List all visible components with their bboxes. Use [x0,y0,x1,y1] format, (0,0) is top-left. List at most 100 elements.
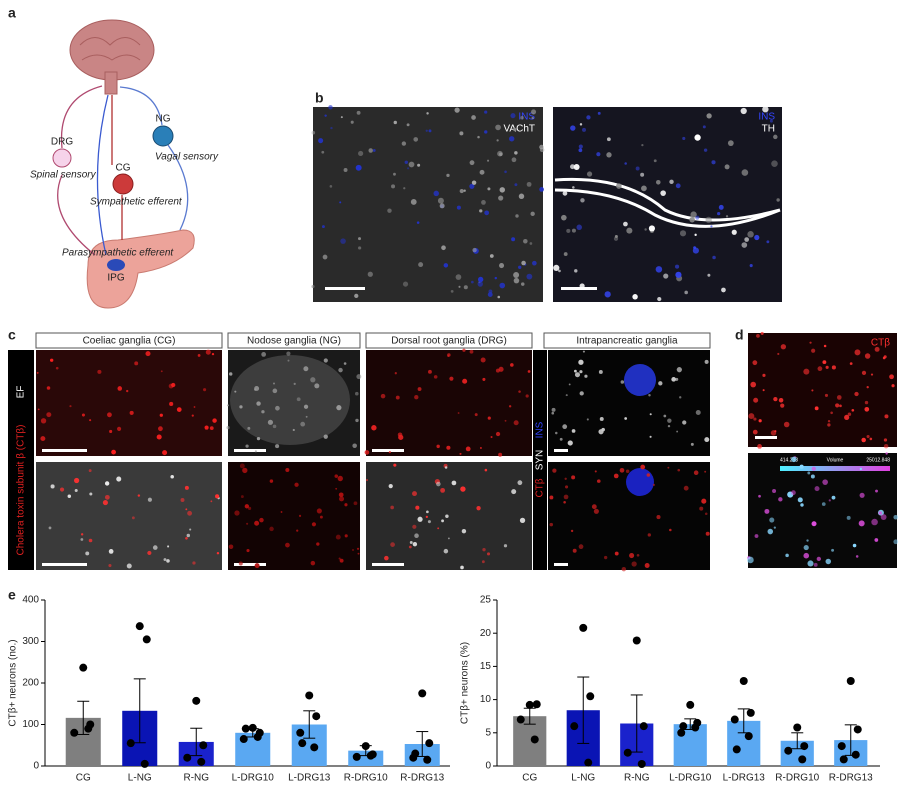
speckle [849,362,853,365]
speckle [711,160,716,165]
speckle [298,514,302,517]
speckle [558,269,561,273]
speckle [875,489,878,493]
speckle [287,359,290,362]
speckle [163,558,167,562]
speckle [476,505,481,511]
speckle [489,254,494,258]
panel-label: b [315,90,324,106]
x-tick-label: L-DRG13 [723,773,766,784]
speckle [336,405,342,411]
speckle [401,141,407,146]
data-point [310,743,319,752]
speckle [704,359,709,364]
speckle [256,401,261,406]
speckle [514,183,518,187]
row-label: EF [16,386,27,399]
speckle [131,516,135,520]
speckle [883,438,888,442]
speckle [675,264,680,269]
speckle [273,382,275,385]
data-point [584,758,593,767]
speckle [762,373,766,377]
speckle [704,512,708,516]
speckle [518,193,525,200]
speckle [46,412,52,418]
speckle [457,412,460,414]
data-point [516,715,525,724]
speckle [50,484,55,489]
speckle [428,129,432,133]
islet [626,468,654,496]
speckle [766,240,770,244]
speckle [531,109,537,115]
speckle [568,383,571,386]
speckle [690,442,694,446]
speckle [773,134,778,140]
data-point [637,760,646,769]
y-tick-label: 0 [485,761,491,772]
speckle [663,273,669,279]
speckle [238,561,243,566]
speckle [269,479,274,483]
ganglion [230,355,350,445]
speckle [404,160,409,165]
data-point [739,677,748,686]
speckle [758,419,762,423]
speckle [747,231,754,238]
speckle [624,162,627,165]
speckle [356,547,360,550]
speckle [880,514,887,520]
speckle [626,227,633,234]
speckle [134,361,139,366]
speckle [59,487,65,492]
speckle [667,466,670,469]
speckle [469,183,475,189]
speckle [655,179,661,185]
speckle [844,414,850,421]
speckle [675,377,679,381]
header-box [365,332,533,349]
speckle [380,393,386,399]
speckle [426,510,429,514]
speckle [205,349,211,355]
speckle [504,170,507,174]
speckle [824,393,829,398]
speckle [752,360,758,366]
data-point [732,745,741,754]
speckle [170,475,174,479]
speckle [621,566,627,572]
speckle [303,404,309,409]
cg-node [112,173,134,195]
data-point [248,723,257,732]
speckle [604,555,608,560]
speckle [185,536,188,540]
speckle [648,394,651,397]
speckle [462,348,466,352]
speckle [839,404,842,408]
speckle [356,374,362,380]
speckle [337,475,343,482]
data-point [199,741,208,750]
speckle [778,497,783,502]
speckle [811,521,817,527]
speckle [830,411,833,415]
speckle [864,400,869,405]
speckle [667,418,672,423]
speckle [156,434,162,440]
speckle [418,262,424,268]
data-point [730,715,739,724]
speckle [529,242,533,245]
speckle [499,187,506,193]
colorbar-label: 414.293 [780,457,798,463]
speckle [458,285,461,288]
speckle [368,148,373,153]
speckle [748,413,755,420]
speckle [126,389,129,393]
speckle [310,377,316,383]
speckle [160,370,163,373]
speckle [328,105,333,110]
data-point [312,712,321,721]
speckle [187,510,193,516]
speckle [343,168,348,172]
